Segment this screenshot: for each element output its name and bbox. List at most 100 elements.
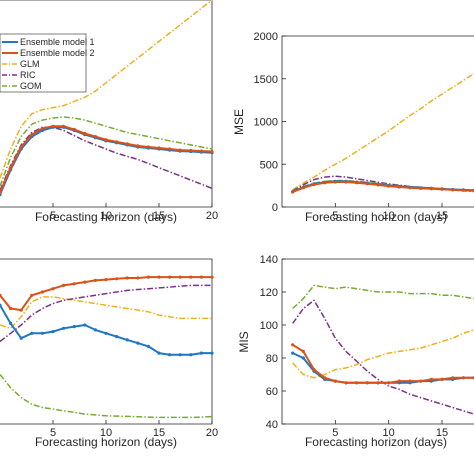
data-point	[168, 353, 172, 357]
data-point	[376, 381, 380, 385]
legend-label: RIC	[20, 70, 36, 80]
data-point	[62, 326, 66, 330]
y-tick-label: 0	[272, 202, 278, 214]
data-point	[301, 356, 305, 360]
data-point	[146, 145, 150, 149]
data-point	[408, 186, 412, 190]
plot-frame	[0, 0, 213, 208]
data-point	[451, 188, 455, 192]
data-point	[83, 280, 87, 284]
data-point	[291, 351, 295, 355]
legend: Ensemble model 1 Ensemble model 2 GLM RI…	[0, 33, 95, 93]
data-point	[178, 353, 182, 357]
data-point	[157, 275, 161, 279]
x-tick-label: 15	[436, 427, 448, 439]
data-point	[323, 181, 327, 185]
data-point	[451, 376, 455, 380]
data-point	[429, 187, 433, 191]
data-point	[40, 331, 45, 335]
y-tick-label: 100	[260, 320, 278, 332]
series-line-ensemble-model-2	[292, 181, 474, 193]
data-point	[157, 146, 161, 150]
series-line-ric	[0, 126, 213, 191]
data-point	[210, 275, 214, 279]
data-point	[397, 379, 401, 383]
x-tick-label: 5	[332, 427, 338, 439]
data-point	[210, 351, 214, 355]
y-tick-label: 140	[260, 254, 278, 266]
legend-entry: Ensemble model 2	[2, 48, 95, 58]
data-point	[125, 276, 129, 280]
data-point	[0, 293, 2, 297]
data-point	[157, 351, 161, 355]
data-point	[62, 124, 66, 128]
data-point	[104, 331, 108, 335]
legend-label: GOM	[20, 81, 42, 91]
legend-entry: Ensemble model 1	[2, 37, 95, 47]
data-point	[19, 336, 23, 340]
data-point	[312, 183, 316, 187]
data-point	[461, 188, 465, 192]
data-point	[93, 135, 97, 139]
data-point	[376, 183, 380, 187]
data-point	[178, 148, 182, 152]
data-point	[387, 184, 391, 188]
data-point	[51, 287, 55, 291]
series-line-glm	[0, 296, 212, 330]
y-tick-label: 60	[266, 386, 278, 398]
x-axis-label: Forecasting horizon (days)	[35, 435, 177, 449]
y-axis-label: MIS	[237, 331, 251, 352]
data-point	[301, 186, 305, 190]
data-point	[72, 325, 76, 329]
data-point	[40, 126, 45, 130]
data-point	[333, 379, 337, 383]
x-axis-label: Forecasting horizon (days)	[305, 210, 447, 224]
data-point	[178, 275, 182, 279]
data-point	[0, 303, 2, 307]
y-tick-label: 40	[266, 419, 278, 431]
data-point	[72, 282, 76, 286]
data-point	[440, 187, 444, 191]
data-point	[9, 166, 13, 170]
data-point	[365, 182, 369, 186]
data-point	[125, 142, 129, 146]
data-point	[387, 381, 391, 385]
data-point	[136, 144, 140, 148]
data-point	[93, 278, 97, 282]
data-point	[333, 180, 337, 184]
data-point	[83, 131, 87, 136]
x-tick-label: 20	[206, 427, 218, 439]
x-tick-label: 10	[383, 427, 395, 439]
series-line-ric	[292, 299, 474, 415]
data-point	[301, 349, 305, 353]
data-point	[19, 145, 23, 149]
legend-label: Ensemble model 2	[20, 48, 95, 58]
legend-label: Ensemble model 1	[20, 37, 95, 47]
x-tick-label: 10	[383, 210, 395, 222]
series-line-glm	[292, 329, 474, 379]
x-tick-label: 10	[100, 210, 112, 222]
x-tick-label: 15	[153, 427, 165, 439]
series-line-ric	[0, 284, 212, 343]
data-point	[355, 181, 359, 185]
series-line-gom	[292, 284, 474, 310]
x-tick-label: 20	[206, 210, 218, 222]
data-point	[62, 283, 66, 287]
data-point	[136, 276, 140, 280]
data-point	[146, 275, 150, 279]
data-point	[9, 321, 13, 325]
data-point	[0, 190, 2, 195]
data-point	[115, 140, 119, 144]
series-line-ensemble-model-1	[0, 304, 212, 356]
legend-entry: GOM	[2, 81, 42, 91]
data-point	[344, 180, 348, 184]
x-axis-label: Forecasting horizon (days)	[305, 435, 447, 449]
data-point	[146, 344, 150, 348]
x-axis-label: Forecasting horizon (days)	[35, 210, 177, 224]
panel-top-right: 5 10 15 0 500 1000 1500 2000 Forecasting horizo…	[232, 31, 474, 224]
data-point	[419, 186, 423, 190]
series-line-glm	[292, 72, 474, 191]
data-point	[291, 190, 295, 194]
data-point	[323, 376, 327, 380]
